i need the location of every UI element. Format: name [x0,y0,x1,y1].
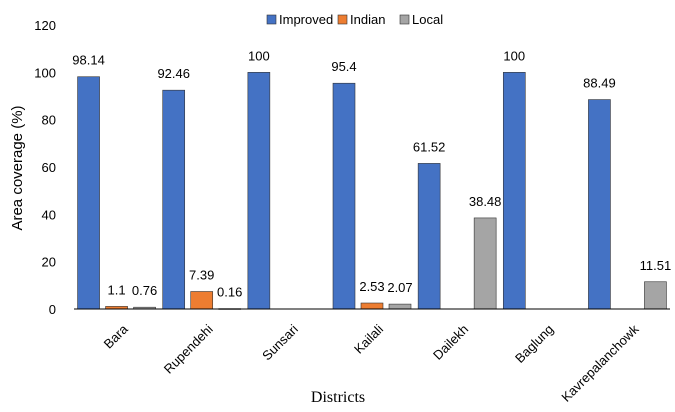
y-tick-label: 60 [42,160,56,175]
data-label: 61.52 [413,139,446,154]
data-label: 95.4 [331,59,356,74]
bar-improved-sunsari [247,72,271,310]
y-tick-label: 40 [42,207,56,222]
y-tick-label: 100 [34,65,56,80]
data-label: 1.1 [108,282,126,297]
data-label: 2.53 [359,279,384,294]
x-tick-label: Rupendehi [161,321,216,376]
x-axis: Bara Rupendehi Sunsari Kailali Dailekh Baglun… [74,308,670,405]
legend-label: Indian [350,12,385,27]
y-axis-title: Area coverage (%) [9,105,26,230]
data-label: 100 [248,48,270,63]
legend-label: Local [412,12,443,27]
bar-improved-kailali [332,82,356,310]
bars: 98.14 92.46 100 95.4 61.52 100 88.49 1.1 7.39 2.5… [72,48,672,310]
y-tick-label: 20 [42,255,56,270]
x-tick-label: Kavrepalanchowk [558,321,642,405]
x-tick-label: Baglung [512,322,556,366]
y-axis: 0 20 40 60 80 100 120 [34,18,56,317]
legend-label: Improved [279,12,333,27]
data-label: 11.51 [640,258,672,273]
data-label: 92.46 [157,66,190,81]
x-tick-label: Sunsari [259,321,301,363]
legend-swatch [266,14,277,25]
y-tick-label: 80 [42,113,56,128]
bar-local-kailali [388,303,412,310]
y-tick-label: 0 [49,302,56,317]
data-label: 38.48 [469,194,502,209]
bar-improved-baglung [502,72,526,310]
x-axis-title: Districts [311,389,365,406]
x-tick-label: Dailekh [430,322,471,363]
legend: Improved Indian Local [266,12,443,27]
legend-swatch [337,14,348,25]
bar-indian-kailali [360,302,384,310]
legend-swatch [399,14,410,25]
bar-indian-rupendehi [190,291,214,310]
x-tick-label: Bara [101,321,132,352]
bar-improved-rupendehi [162,89,186,310]
data-label: 100 [503,48,525,63]
x-tick-label: Kailali [351,321,386,356]
data-label: 88.49 [583,76,616,91]
bar-improved-bara [77,76,100,310]
data-label: 0.76 [132,283,157,298]
y-tick-label: 120 [34,18,56,33]
bar-local-kavrepalanchowk [644,281,667,310]
bar-local-dailekh [473,217,497,310]
bar-improved-kavrepalanchowk [588,99,611,310]
data-label: 2.07 [387,280,412,295]
data-label: 0.16 [217,285,242,300]
data-label: 98.14 [72,53,105,68]
data-label: 7.39 [189,268,214,283]
bar-improved-dailekh [417,163,441,310]
